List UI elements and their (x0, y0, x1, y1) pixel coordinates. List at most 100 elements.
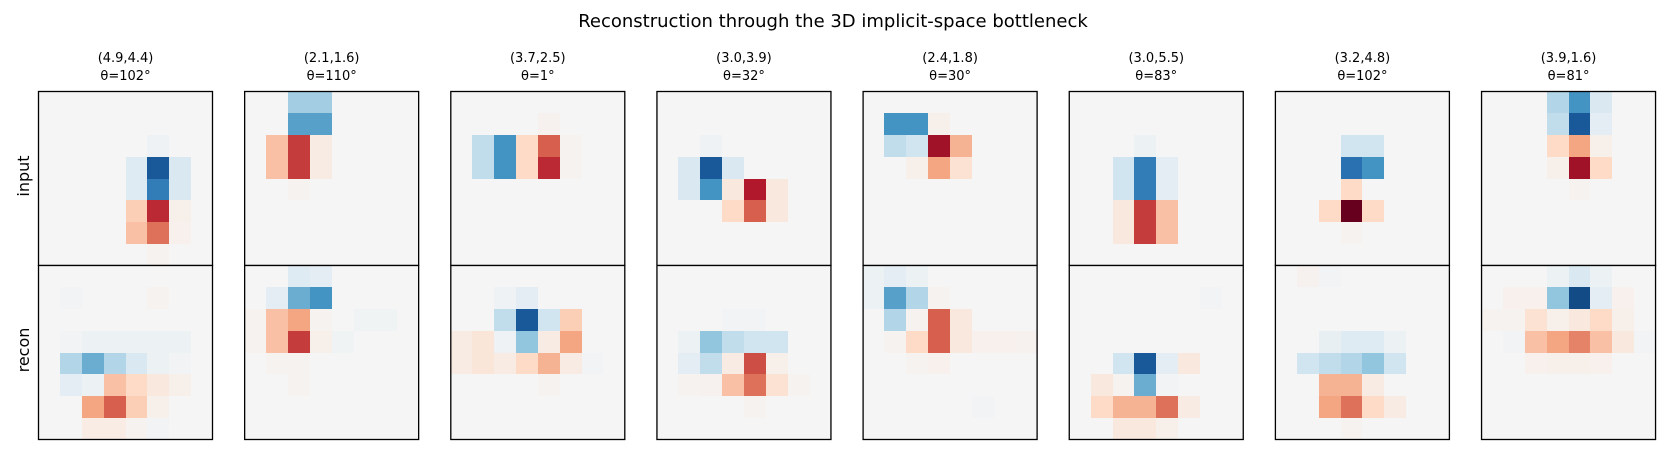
heatmap-cell (332, 135, 354, 157)
heatmap-cell (1156, 200, 1178, 222)
heatmap-cell (1091, 222, 1113, 244)
heatmap-cell (516, 179, 538, 200)
heatmap-cell (582, 157, 603, 179)
heatmap-cell (147, 374, 169, 396)
heatmap-cell (1319, 200, 1341, 222)
heatmap-cell (1113, 91, 1134, 113)
heatmap-cell (1525, 157, 1547, 179)
heatmap-cell (678, 244, 700, 266)
heatmap-cell (332, 222, 354, 244)
heatmap-cell (1406, 91, 1428, 113)
heatmap-cell (1016, 396, 1038, 418)
heatmap-cell (1503, 91, 1525, 113)
heatmap-cell (722, 200, 744, 222)
heatmap-cell (1275, 135, 1297, 157)
heatmap-cell (678, 91, 700, 113)
heatmap-cell (722, 331, 744, 353)
heatmap-cell (494, 200, 516, 222)
heatmap-cell (678, 222, 700, 244)
heatmap-cell (700, 309, 722, 331)
heatmap-cell (450, 113, 472, 135)
heatmap-cell (354, 200, 375, 222)
heatmap-cell (38, 179, 60, 200)
heatmap-cell (82, 331, 104, 353)
heatmap-cell (1547, 287, 1569, 309)
heatmap-cell (1200, 353, 1222, 374)
heatmap-cell (1612, 331, 1634, 353)
heatmap-cell (788, 265, 810, 287)
heatmap-cell (1091, 244, 1113, 266)
heatmap-cell (375, 222, 397, 244)
heatmap-cell (450, 222, 472, 244)
heatmap-cell (603, 200, 625, 222)
heatmap-cell (560, 179, 582, 200)
heatmap-cell (1612, 309, 1634, 331)
heatmap-cell (310, 91, 332, 113)
heatmap-cell (863, 418, 884, 440)
heatmap-cell (1406, 157, 1428, 179)
heatmap-cell (126, 331, 147, 353)
heatmap-cell (1362, 135, 1384, 157)
heatmap-cell (450, 287, 472, 309)
heatmap-cell (1525, 113, 1547, 135)
heatmap-cell (332, 353, 354, 374)
heatmap-cell (1275, 222, 1297, 244)
heatmap-cell (516, 353, 538, 374)
heatmap-cell (1569, 353, 1590, 374)
heatmap-cell (1319, 179, 1341, 200)
heatmap-cell (169, 222, 191, 244)
heatmap-cell (472, 157, 494, 179)
heatmap-cell (538, 91, 560, 113)
heatmap-cell (1406, 331, 1428, 353)
heatmap-cell (1590, 135, 1612, 157)
heatmap-cell (82, 113, 104, 135)
panel-frame (37, 264, 214, 441)
heatmap-cell (354, 179, 375, 200)
heatmap-cell (472, 135, 494, 157)
heatmap-cell (1503, 113, 1525, 135)
heatmap-cell (375, 287, 397, 309)
heatmap-cell (38, 157, 60, 179)
heatmap-cell (972, 353, 994, 374)
heatmap-input (1274, 90, 1451, 267)
heatmap-cell (1341, 179, 1362, 200)
heatmap-cell (863, 200, 884, 222)
heatmap-cell (244, 157, 266, 179)
heatmap-cell (1590, 244, 1612, 266)
heatmap-cell (766, 418, 788, 440)
heatmap-cell (1384, 374, 1406, 396)
heatmap-cell (884, 374, 906, 396)
panel-coord-label: (4.9,4.4) (98, 51, 154, 66)
heatmap-cell (603, 222, 625, 244)
heatmap-cell (1222, 374, 1244, 396)
heatmap-cell (1319, 157, 1341, 179)
heatmap-cell (1200, 396, 1222, 418)
heatmap-cell (906, 135, 928, 157)
heatmap-cell (126, 157, 147, 179)
heatmap-cell (1634, 309, 1656, 331)
heatmap-cell (766, 331, 788, 353)
heatmap-cell (972, 91, 994, 113)
heatmap-cell (494, 135, 516, 157)
heatmap-cell (950, 287, 972, 309)
heatmap-cell (928, 418, 950, 440)
panel-angle-label: θ=32° (723, 69, 765, 84)
heatmap-cell (582, 396, 603, 418)
heatmap-cell (1341, 91, 1362, 113)
heatmap-cell (147, 91, 169, 113)
heatmap-cell (928, 396, 950, 418)
heatmap-cell (516, 265, 538, 287)
heatmap-cell (1362, 113, 1384, 135)
heatmap-cell (60, 331, 82, 353)
heatmap-cell (126, 374, 147, 396)
heatmap-cell (288, 418, 310, 440)
heatmap-cell (310, 309, 332, 331)
heatmap-cell (994, 222, 1016, 244)
heatmap-cell (494, 309, 516, 331)
heatmap-cell (1222, 244, 1244, 266)
heatmap-cell (354, 91, 375, 113)
heatmap-cell (810, 418, 831, 440)
heatmap-cell (1069, 309, 1091, 331)
heatmap-cell (1275, 265, 1297, 287)
heatmap-cell (38, 222, 60, 244)
